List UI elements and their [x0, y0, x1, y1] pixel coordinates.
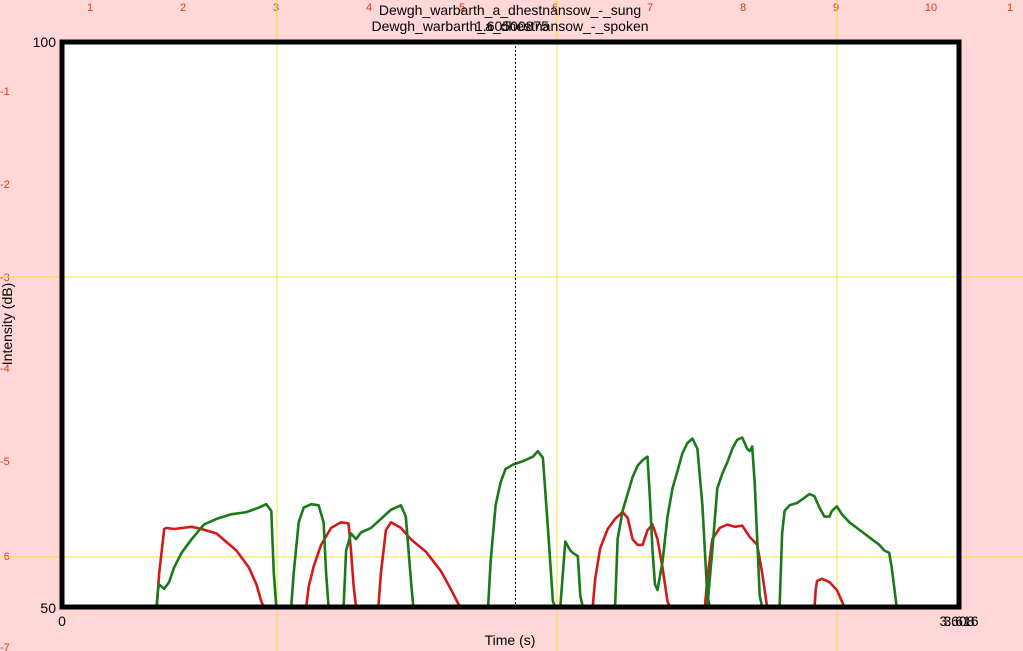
ruler-left: -1-2-3-4-5-6-7 — [0, 86, 10, 651]
series-2-segment-7 — [705, 436, 764, 609]
x-tick-right-2: 3.616 — [943, 613, 978, 629]
series-2-segment-1 — [155, 502, 278, 609]
x-tick-right-1: 3.608 — [939, 613, 974, 629]
ruler-left-label: -3 — [0, 272, 10, 284]
ruler-top-label: 9 — [833, 2, 839, 14]
ruler-left-label: -5 — [0, 456, 10, 468]
ruler-top-label: 10 — [925, 2, 937, 14]
series-layer — [155, 436, 899, 609]
series-2-segment-3 — [342, 503, 415, 609]
ruler-left-label: -7 — [0, 642, 10, 651]
x-axis-label: Time (s) — [485, 632, 536, 648]
series-2-segment-4 — [486, 449, 557, 609]
y-tick-top: 100 — [33, 34, 57, 50]
series-1-segment-6 — [813, 577, 846, 609]
y-axis-label: Intensity (dB) — [0, 283, 15, 365]
ruler-top-label: 4 — [366, 2, 372, 14]
ruler-top-label: 3 — [273, 2, 279, 14]
ruler-top-label: 1 — [87, 2, 93, 14]
series-2-segment-6 — [613, 437, 712, 609]
ruler-top-label: 2 — [180, 2, 186, 14]
cursor-time-readout: 1.60500875 — [475, 18, 549, 34]
ruler-top: 1 2 3 4 5 6 7 8 9 10 1 — [87, 2, 1013, 14]
series-2-segment-5 — [558, 540, 585, 609]
series-1-segment-2 — [304, 520, 358, 609]
x-tick-left: 0 — [58, 613, 66, 629]
series-2-segment-2 — [289, 502, 330, 609]
ruler-left-label: -1 — [0, 86, 10, 98]
series-1-segment-4 — [591, 510, 672, 609]
ruler-top-label: 5 — [459, 2, 465, 14]
chart-title-spoken: Dewgh_warbarth_a_dhestnansow_-_spoken — [371, 18, 648, 34]
chart-title-sung: Dewgh_warbarth_a_dhestnansow_-_sung — [379, 2, 641, 18]
ruler-top-label: 8 — [740, 2, 746, 14]
ruler-left-label: -2 — [0, 179, 10, 191]
plot-area[interactable] — [62, 42, 959, 607]
ruler-top-label: 7 — [647, 2, 653, 14]
series-2 — [155, 436, 899, 609]
series-2-segment-8 — [778, 492, 899, 609]
series-1-segment-3 — [377, 520, 463, 609]
ruler-left-label: -4 — [0, 363, 10, 375]
ruler-top-label: 1 — [1007, 2, 1013, 14]
ruler-top-label: 6 — [552, 2, 558, 14]
plot-frame — [59, 39, 962, 610]
y-tick-bottom: 50 — [40, 600, 56, 616]
